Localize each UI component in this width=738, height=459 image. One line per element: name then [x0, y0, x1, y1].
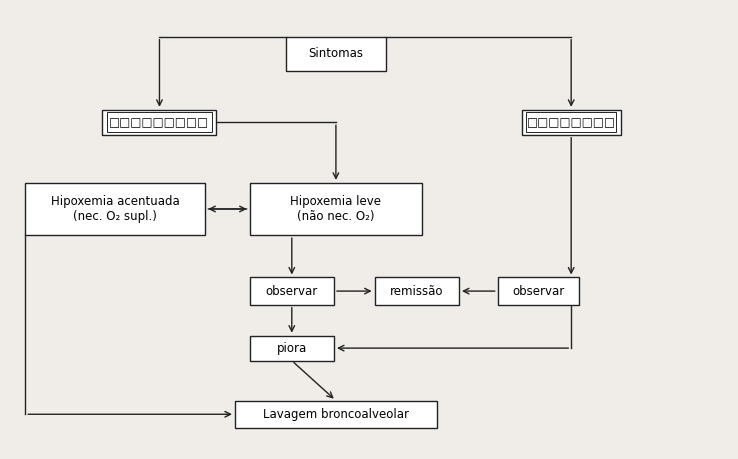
FancyBboxPatch shape — [522, 110, 621, 135]
Text: piora: piora — [277, 341, 307, 355]
Text: Lavagem broncoalveolar: Lavagem broncoalveolar — [263, 408, 409, 421]
FancyBboxPatch shape — [497, 277, 579, 305]
FancyBboxPatch shape — [374, 277, 459, 305]
Text: observar: observar — [266, 285, 318, 297]
FancyBboxPatch shape — [249, 336, 334, 361]
FancyBboxPatch shape — [103, 110, 216, 135]
Text: remissão: remissão — [390, 285, 444, 297]
Text: □□□□□□□□□: □□□□□□□□□ — [109, 116, 210, 129]
FancyBboxPatch shape — [286, 37, 385, 71]
FancyBboxPatch shape — [249, 277, 334, 305]
FancyBboxPatch shape — [107, 112, 212, 132]
Text: Sintomas: Sintomas — [308, 47, 363, 60]
Text: observar: observar — [512, 285, 565, 297]
FancyBboxPatch shape — [235, 401, 437, 428]
FancyBboxPatch shape — [25, 183, 205, 235]
Text: Hipoxemia acentuada
(nec. O₂ supl.): Hipoxemia acentuada (nec. O₂ supl.) — [51, 195, 180, 223]
FancyBboxPatch shape — [526, 112, 616, 132]
Text: Hipoxemia leve
(não nec. O₂): Hipoxemia leve (não nec. O₂) — [291, 195, 382, 223]
Text: □□□□□□□□: □□□□□□□□ — [527, 116, 615, 129]
FancyBboxPatch shape — [249, 183, 422, 235]
